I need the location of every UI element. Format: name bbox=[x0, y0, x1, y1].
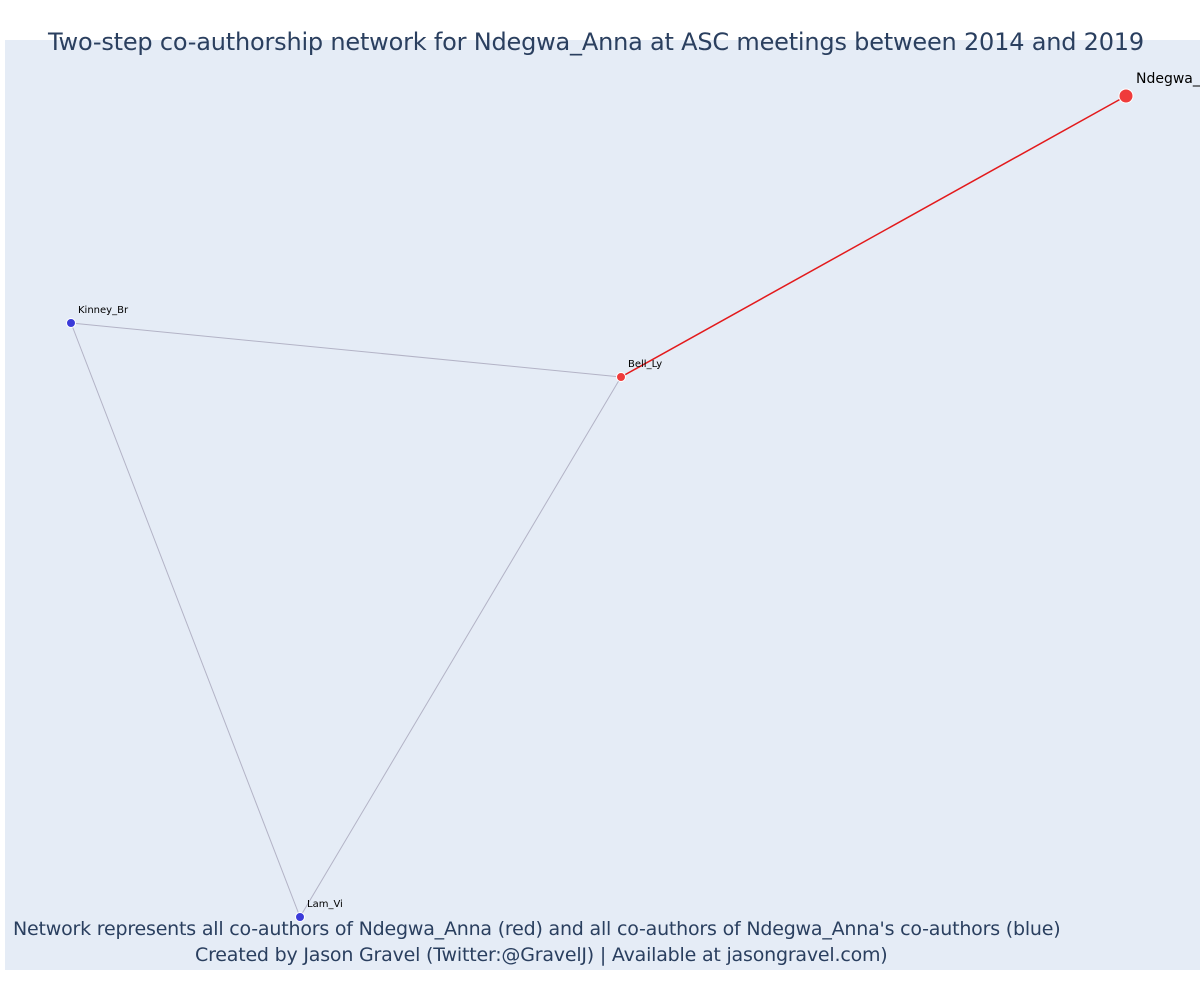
edge-bell_ly-kinney_br bbox=[70, 322, 622, 378]
nodes-layer bbox=[66, 88, 1134, 922]
caption-network-description: Network represents all co-authors of Nde… bbox=[13, 918, 1061, 940]
edge-ndegwa_anna-bell_ly bbox=[620, 95, 1127, 378]
caption-credits: Created by Jason Gravel (Twitter:@Gravel… bbox=[195, 944, 888, 966]
node-bell-ly[interactable] bbox=[616, 372, 626, 382]
edges-layer bbox=[70, 95, 1127, 918]
node-lam-vi[interactable] bbox=[295, 912, 305, 922]
edge-kinney_br-lam_vi bbox=[70, 322, 301, 918]
node-ndegwa-anna[interactable] bbox=[1118, 88, 1134, 104]
node-label-ndegwa-anna: Ndegwa_ bbox=[1136, 71, 1200, 87]
node-label-bell-ly: Bell_Ly bbox=[628, 359, 662, 370]
node-label-lam-vi: Lam_Vi bbox=[307, 899, 343, 910]
chart-title: Two-step co-authorship network for Ndegw… bbox=[48, 28, 1144, 56]
labels-layer: Ndegwa_ Bell_Ly Kinney_Br Lam_Vi bbox=[78, 71, 1200, 910]
plot-area bbox=[5, 40, 1200, 970]
node-kinney-br[interactable] bbox=[66, 318, 76, 328]
node-label-kinney-br: Kinney_Br bbox=[78, 305, 129, 316]
edge-bell_ly-lam_vi bbox=[299, 376, 622, 918]
